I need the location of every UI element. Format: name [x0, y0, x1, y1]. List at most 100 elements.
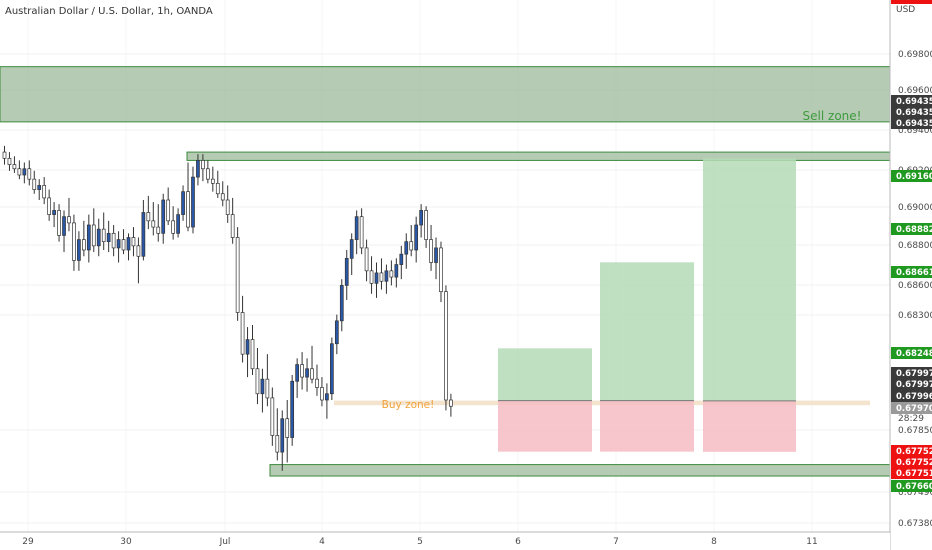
candle[interactable] — [285, 400, 290, 463]
candle[interactable] — [334, 314, 339, 355]
candle[interactable] — [161, 193, 166, 244]
candle[interactable] — [201, 154, 205, 182]
candle[interactable] — [37, 179, 42, 200]
candle[interactable] — [96, 218, 101, 257]
candle[interactable] — [300, 352, 304, 390]
trade-setup[interactable] — [600, 262, 694, 452]
candle[interactable] — [315, 364, 319, 396]
candle[interactable] — [156, 204, 161, 242]
candle[interactable] — [444, 285, 448, 411]
candle[interactable] — [364, 239, 369, 282]
support-zone-rect[interactable] — [269, 464, 891, 477]
time-axis[interactable] — [0, 533, 890, 550]
candle[interactable] — [111, 225, 116, 257]
candle[interactable] — [449, 393, 453, 417]
candle[interactable] — [439, 241, 443, 303]
candle[interactable] — [320, 377, 324, 407]
candle[interactable] — [116, 231, 121, 263]
candle[interactable] — [7, 152, 12, 171]
candle[interactable] — [325, 383, 329, 419]
candle[interactable] — [290, 375, 295, 446]
candle[interactable] — [17, 160, 22, 180]
profit-target-zone[interactable] — [703, 158, 796, 401]
candle[interactable] — [210, 166, 215, 192]
candle[interactable] — [250, 325, 255, 375]
candle[interactable] — [121, 229, 126, 255]
candle[interactable] — [404, 233, 409, 269]
candle[interactable] — [215, 170, 220, 198]
candle[interactable] — [399, 245, 404, 280]
candle[interactable] — [67, 197, 71, 232]
candle[interactable] — [86, 214, 91, 263]
candle[interactable] — [42, 177, 47, 205]
candle[interactable] — [409, 225, 414, 257]
candle[interactable] — [240, 295, 245, 363]
candle[interactable] — [186, 162, 190, 232]
candle[interactable] — [419, 204, 423, 238]
candle[interactable] — [434, 237, 438, 280]
candle[interactable] — [354, 210, 359, 255]
candle[interactable] — [72, 214, 76, 271]
candle[interactable] — [235, 227, 240, 321]
candle[interactable] — [176, 208, 180, 238]
candle[interactable] — [429, 225, 433, 271]
candle[interactable] — [101, 212, 106, 251]
candle[interactable] — [146, 195, 151, 230]
candle[interactable] — [2, 145, 7, 165]
candle[interactable] — [136, 237, 141, 284]
candle[interactable] — [230, 197, 235, 244]
stop-loss-zone[interactable] — [703, 400, 796, 452]
candle[interactable] — [339, 279, 344, 332]
candle[interactable] — [12, 156, 17, 173]
candle[interactable] — [191, 166, 195, 234]
candle[interactable] — [131, 227, 136, 257]
candle[interactable] — [310, 345, 314, 384]
stop-loss-zone[interactable] — [498, 400, 592, 452]
candle[interactable] — [82, 220, 86, 257]
candle[interactable] — [57, 204, 61, 242]
candle[interactable] — [171, 206, 175, 240]
candle[interactable] — [369, 256, 374, 294]
candle[interactable] — [384, 264, 389, 294]
candle[interactable] — [255, 347, 260, 405]
candle[interactable] — [245, 327, 250, 378]
sell-zone-rect[interactable] — [0, 66, 891, 123]
candle[interactable] — [349, 233, 354, 275]
trade-setup[interactable] — [703, 158, 796, 452]
candle[interactable] — [151, 202, 156, 236]
candle[interactable] — [270, 387, 275, 446]
candle[interactable] — [220, 181, 225, 207]
candle[interactable] — [305, 358, 309, 392]
candle[interactable] — [394, 258, 399, 288]
candle[interactable] — [379, 258, 384, 290]
candle[interactable] — [280, 410, 285, 471]
candle[interactable] — [27, 160, 32, 186]
candle[interactable] — [225, 185, 230, 223]
profit-target-zone[interactable] — [498, 348, 592, 401]
candle[interactable] — [196, 154, 200, 186]
stop-loss-zone[interactable] — [600, 400, 694, 452]
candle[interactable] — [275, 408, 280, 461]
candle[interactable] — [106, 220, 111, 253]
candle[interactable] — [265, 354, 270, 407]
candle[interactable] — [344, 250, 349, 300]
candle[interactable] — [77, 231, 81, 271]
profit-target-zone[interactable] — [600, 262, 694, 401]
candle[interactable] — [330, 337, 334, 401]
candle[interactable] — [141, 200, 146, 261]
candle[interactable] — [62, 210, 66, 253]
candle[interactable] — [359, 208, 364, 255]
candle[interactable] — [166, 187, 171, 226]
trade-setup[interactable] — [498, 348, 592, 452]
candle[interactable] — [47, 189, 51, 221]
candle[interactable] — [206, 160, 210, 184]
candle[interactable] — [91, 208, 96, 253]
candle[interactable] — [181, 185, 185, 221]
candle[interactable] — [414, 216, 419, 263]
candle[interactable] — [22, 162, 27, 184]
candle[interactable] — [260, 368, 265, 413]
candle[interactable] — [295, 358, 299, 398]
candle[interactable] — [52, 202, 56, 228]
candle[interactable] — [126, 233, 131, 261]
